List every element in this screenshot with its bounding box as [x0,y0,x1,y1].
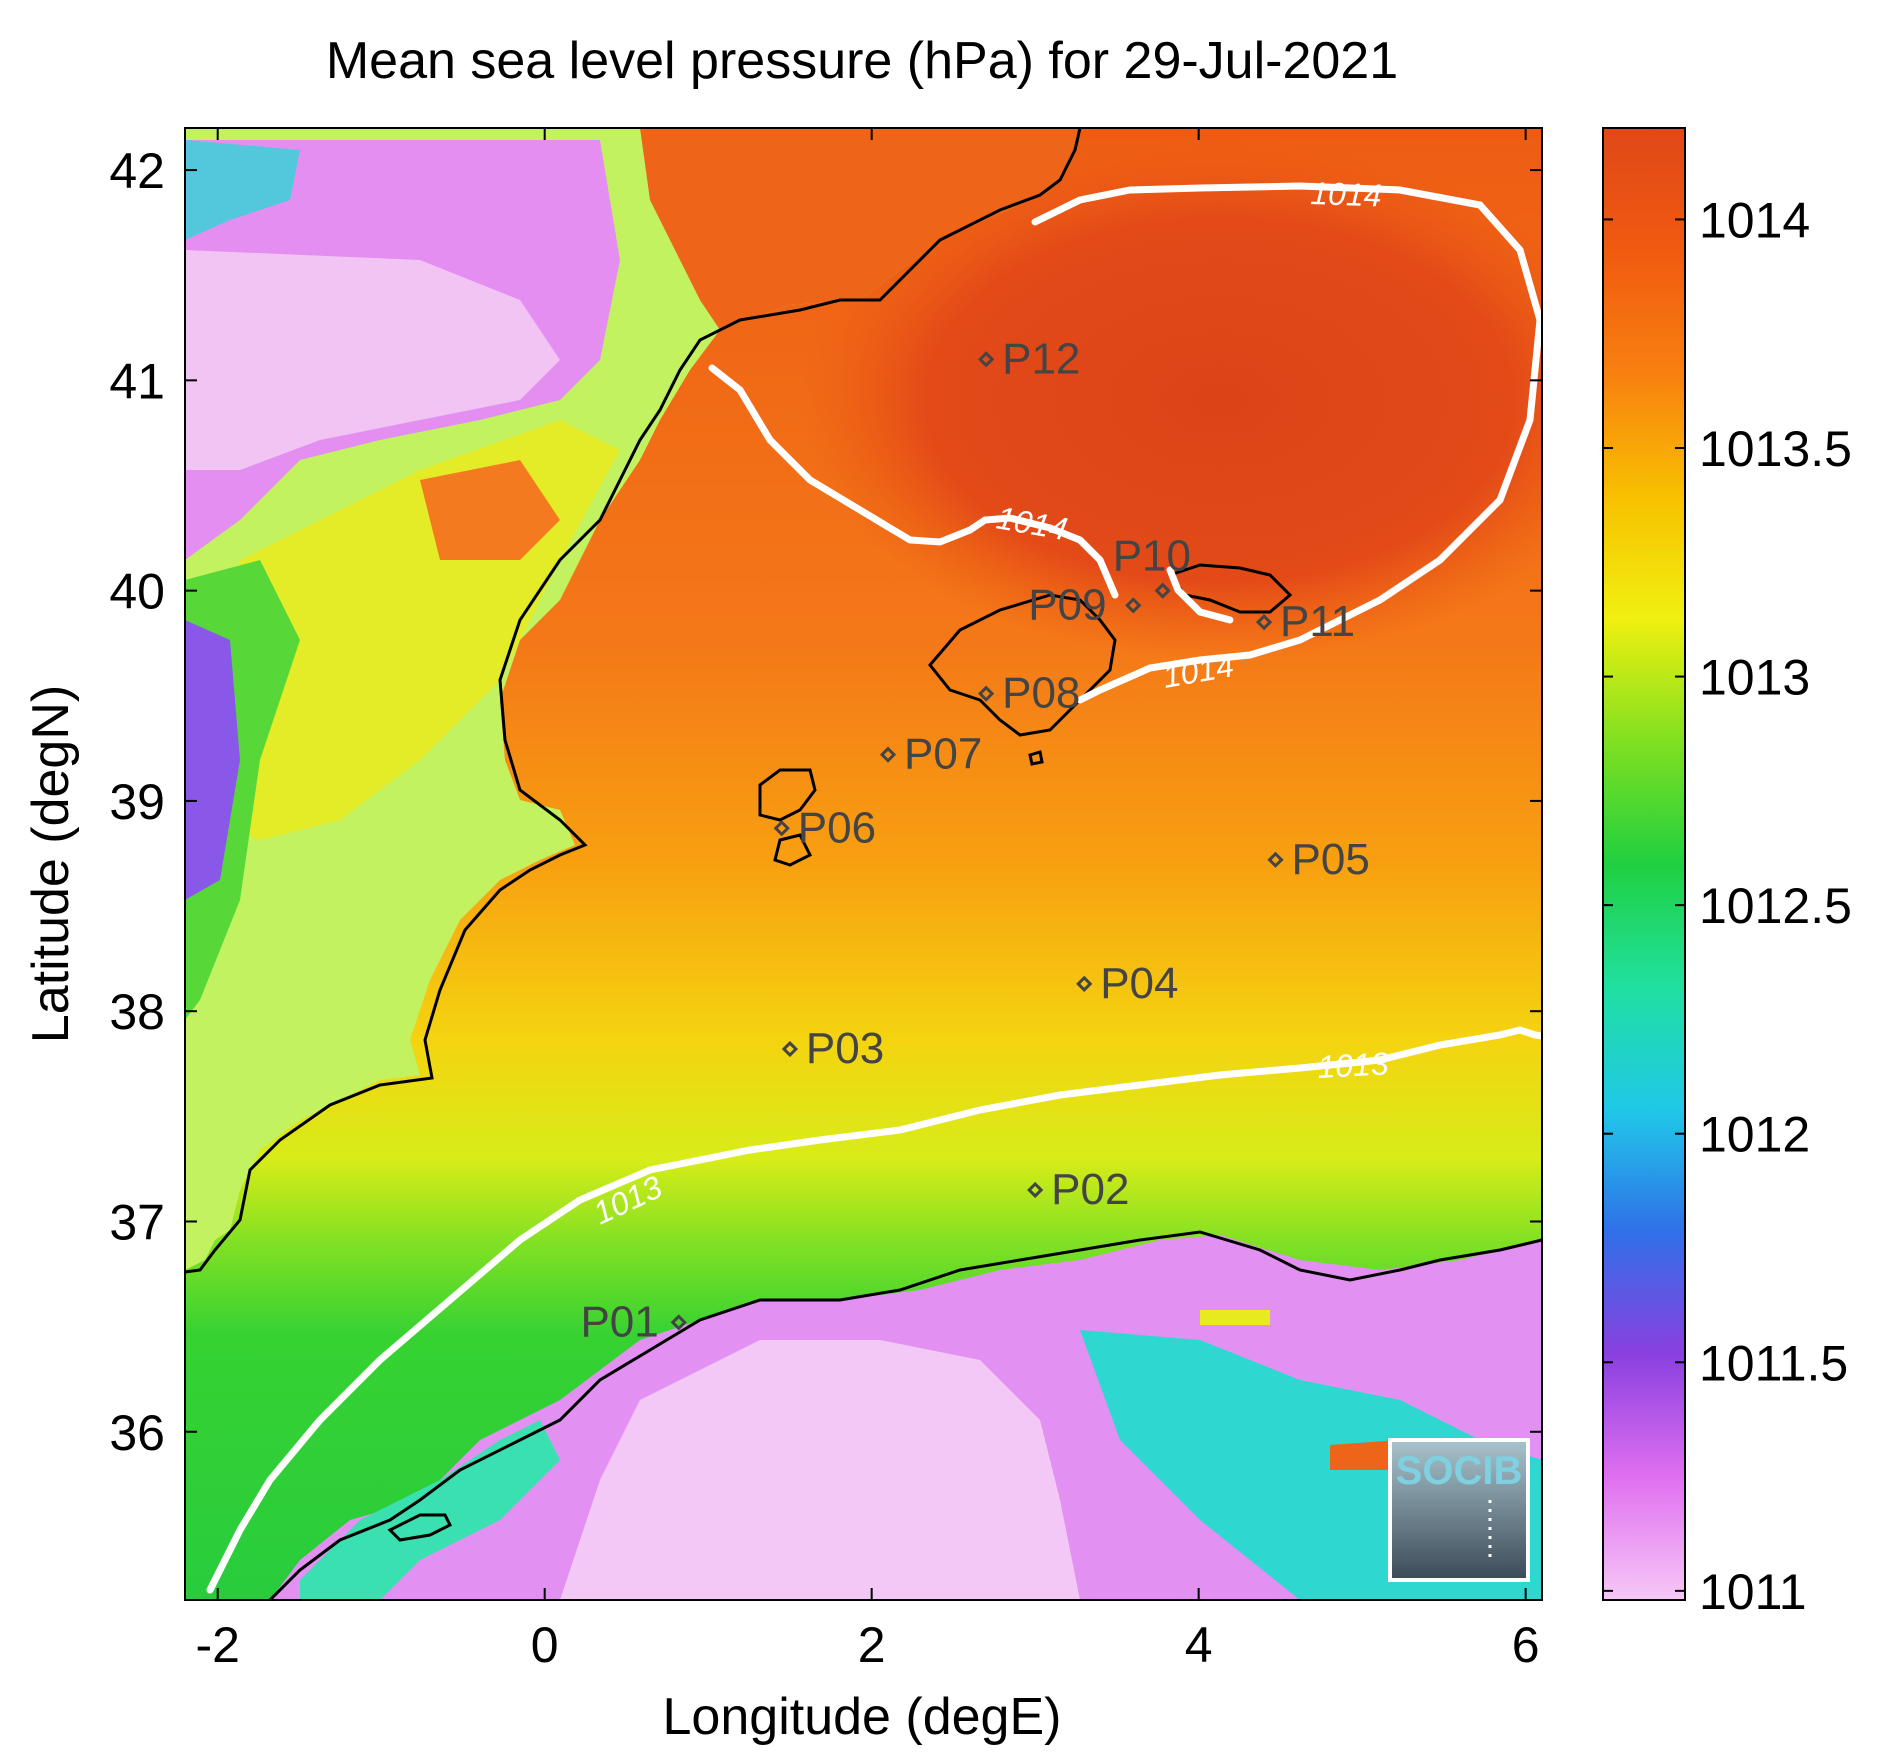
coastline-menorca [1167,563,1293,614]
station-p11: P11 [1255,597,1355,646]
station-p05: P05 [1267,835,1370,884]
isobars [206,182,1542,1594]
station-p10: P10 [1113,532,1191,599]
station-marker [1255,614,1273,631]
plot-frame [184,127,1543,1601]
x-tick-label: -2 [195,1617,239,1673]
coastlines [185,128,1542,1600]
station-label: P01 [580,1297,658,1346]
coastline-ibiza [758,768,817,822]
land-patch-orange-ne [640,128,1080,330]
station-p03: P03 [781,1024,884,1073]
x-tick-label: 2 [858,1617,886,1673]
isobar-1014-west-lobe [708,364,1119,599]
x-tick-label: 6 [1512,1617,1540,1673]
station-marker [977,685,995,702]
isobar-label-1014-a: 1014 [1310,175,1382,213]
station-marker [1267,851,1284,868]
station-p06: P06 [773,803,876,852]
x-tick-label: 4 [1185,1617,1213,1673]
coastline-iberia [185,128,1082,1274]
station-marker [670,1314,687,1331]
y-tick-label: 37 [109,1194,165,1250]
station-marker [1076,975,1093,992]
colorbar-tick-label: 1012 [1699,1107,1810,1163]
coastline-formentera [773,833,813,867]
station-marker [1027,1181,1044,1199]
station-marker [1154,582,1171,599]
station-p08: P08 [977,669,1080,718]
coastline-cabrera [1028,750,1044,766]
land-patch-yellow-africa [1200,1310,1270,1325]
y-tick-label: 42 [109,143,165,199]
x-tick-label: 0 [531,1617,559,1673]
y-axis-label: Latitude (degN) [22,685,80,1043]
station-marker [977,351,995,368]
colorbar-tick-label: 1014 [1699,192,1810,248]
land-patch-blue-west [185,620,240,900]
land-patch-pink-africa [560,1340,1080,1600]
station-p02: P02 [1027,1165,1129,1214]
colorbar-tick-label: 1013.5 [1699,421,1852,477]
coastline-africa [268,1230,1542,1600]
colorbar-tick-label: 1011.5 [1699,1335,1848,1391]
station-marker [1125,597,1142,614]
station-p07: P07 [879,730,982,779]
isobar-1014-north [1031,182,1542,704]
y-tick-label: 38 [109,984,165,1040]
station-p09: P09 [1028,580,1142,629]
land-patch-cyan-nw [185,140,300,240]
station-label: P04 [1100,959,1178,1008]
socib-logo-text: SOCIB [1396,1449,1523,1493]
station-label: P05 [1292,835,1370,884]
station-label: P08 [1002,669,1080,718]
station-p12: P12 [977,334,1080,383]
coastline-alboran-island [387,1513,453,1542]
isobar-1014-menorca [1166,566,1234,624]
land-patch-orange-africa [1330,1440,1400,1470]
figure-title: Mean sea level pressure (hPa) for 29-Jul… [326,32,1398,90]
station-label: P12 [1002,334,1080,383]
station-p01: P01 [580,1297,687,1346]
socib-logo-frame [1388,1438,1530,1582]
colorbar-tick-label: 1011 [1699,1564,1807,1620]
station-marker [781,1040,799,1058]
isobar-1013 [206,1026,1542,1594]
coastline-mallorca [928,593,1117,737]
x-axis: -2 0 2 4 6 [195,128,1540,1673]
station-label: P09 [1028,580,1106,629]
land-patch-pink-nw [185,250,560,470]
station-label: P03 [806,1024,884,1073]
colorbar-tick-label: 1012.5 [1699,878,1852,934]
colorbar-tick-label: 1013 [1699,650,1810,706]
socib-logo: SOCIB [1388,1438,1530,1582]
station-p04: P04 [1076,959,1179,1008]
station-label: P07 [904,730,982,779]
station-label: P11 [1280,597,1355,646]
y-tick-label: 36 [109,1405,165,1461]
y-tick-label: 40 [109,564,165,620]
high-pressure-core [800,140,1542,660]
station-marker [879,746,897,763]
y-tick-label: 41 [109,353,165,409]
land-patch-orange-mid [420,460,560,560]
x-axis-label: Longitude (degE) [663,1688,1062,1746]
colorbar [1602,127,1686,1601]
y-axis: 36 37 38 39 40 41 42 [109,143,1542,1461]
isobar-label-1013-a: 1013 [1316,1045,1389,1085]
station-label: P10 [1113,532,1191,581]
map-area: 1014 1014 1014 1013 1013 P01P02P03P04P05… [185,128,1542,1600]
colorbar-ticks: 1011 1011.5 1012 1012.5 1013 1013.5 1014 [1603,192,1852,1620]
station-marker [773,820,790,837]
station-label: P02 [1051,1165,1129,1214]
land-patch-teal-coast [300,1420,560,1600]
y-tick-label: 39 [109,774,165,830]
station-label: P06 [798,803,876,852]
